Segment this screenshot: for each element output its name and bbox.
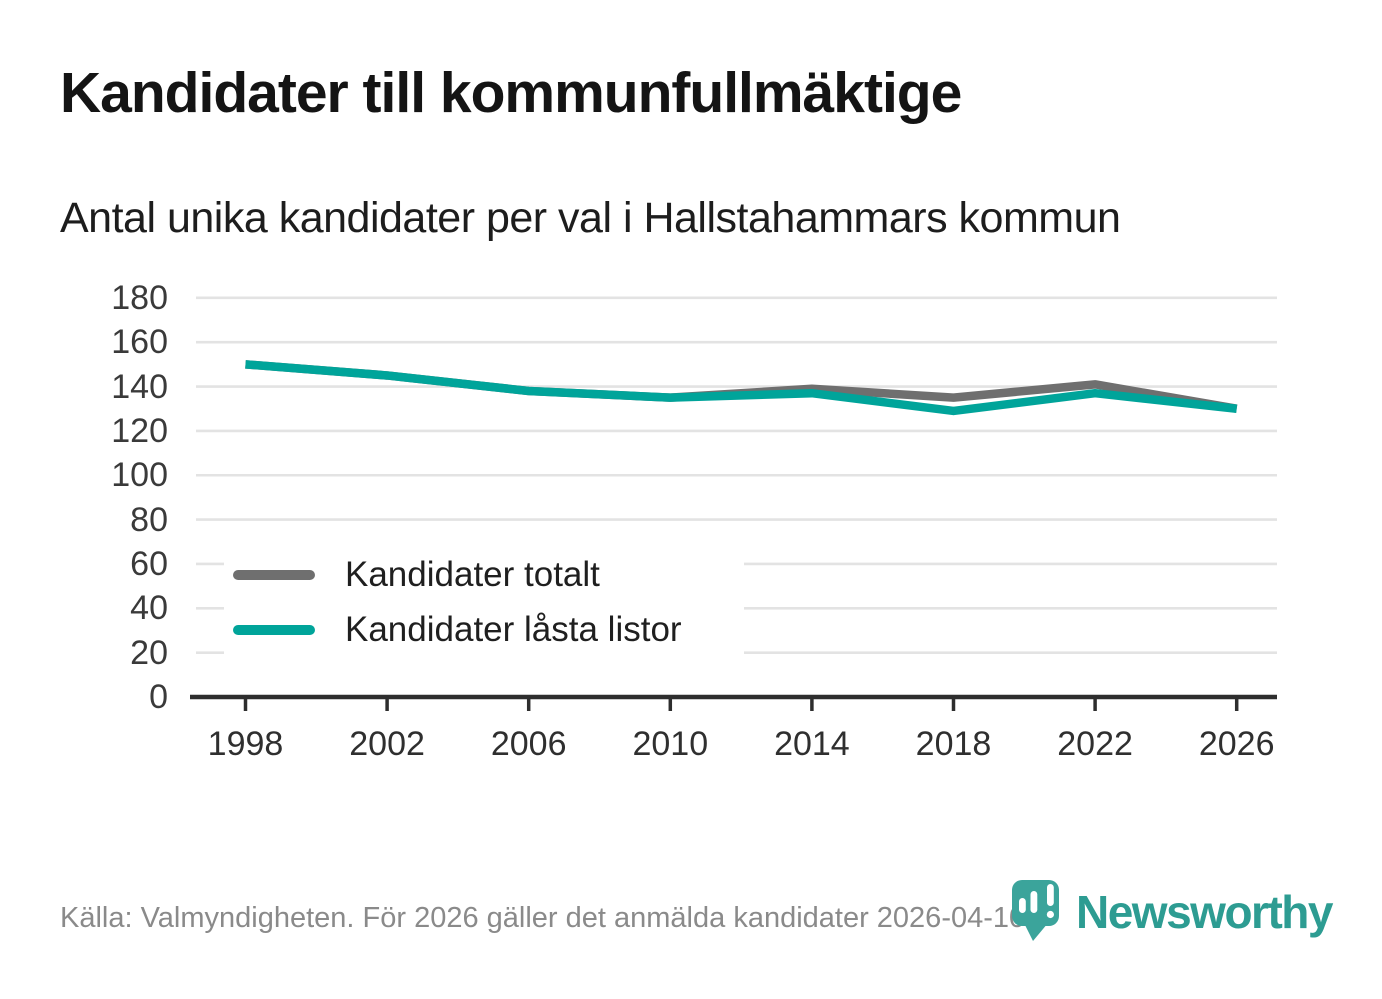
legend-swatch-lasta-listor [233, 624, 315, 635]
newsworthy-logo-icon [1012, 880, 1059, 941]
y-tick-label: 100 [111, 456, 168, 495]
legend-label-totalt: Kandidater totalt [345, 554, 600, 594]
legend-item-lasta-listor: Kandidater låsta listor [224, 602, 744, 657]
y-tick-label: 120 [111, 411, 168, 450]
legend-swatch-totalt [233, 569, 315, 580]
legend-item-totalt: Kandidater totalt [224, 547, 744, 602]
y-tick-label: 60 [130, 544, 168, 583]
y-tick-label: 80 [130, 500, 168, 539]
y-tick-label: 40 [130, 589, 168, 628]
y-tick-label: 20 [130, 633, 168, 672]
x-tick-label: 2006 [490, 725, 567, 763]
x-tick-label: 2022 [1057, 725, 1133, 763]
legend: Kandidater totalt Kandidater låsta listo… [224, 547, 744, 667]
x-tick-label: 2018 [915, 725, 992, 763]
series-line-1 [245, 360, 1238, 416]
logo-exclamation-bar [1047, 884, 1054, 906]
x-tick-label: 2014 [774, 725, 850, 763]
logo-bar-tall [1030, 891, 1038, 913]
chart-title: Kandidater till kommunfullmäktige [60, 61, 962, 125]
x-tick-label: 2026 [1198, 725, 1275, 763]
logo-bar-short [1019, 898, 1026, 913]
chart-subtitle: Antal unika kandidater per val i Hallsta… [60, 194, 1121, 242]
y-tick-label: 0 [149, 678, 168, 716]
x-tick-label: 1998 [207, 725, 284, 763]
y-tick-label: 180 [111, 278, 168, 317]
x-tick-label: 2010 [632, 725, 709, 763]
x-tick-label: 2002 [349, 725, 425, 763]
y-tick-label: 160 [111, 323, 168, 362]
legend-label-lasta-listor: Kandidater låsta listor [345, 609, 682, 649]
logo-bubble-tail [1024, 923, 1048, 941]
source-note: Källa: Valmyndigheten. För 2026 gäller d… [60, 902, 1034, 934]
y-tick-label: 140 [111, 367, 168, 406]
logo-exclamation-dot [1046, 910, 1054, 919]
newsworthy-logo: Newsworthy [1012, 880, 1342, 980]
newsworthy-wordmark: Newsworthy [1076, 886, 1333, 938]
